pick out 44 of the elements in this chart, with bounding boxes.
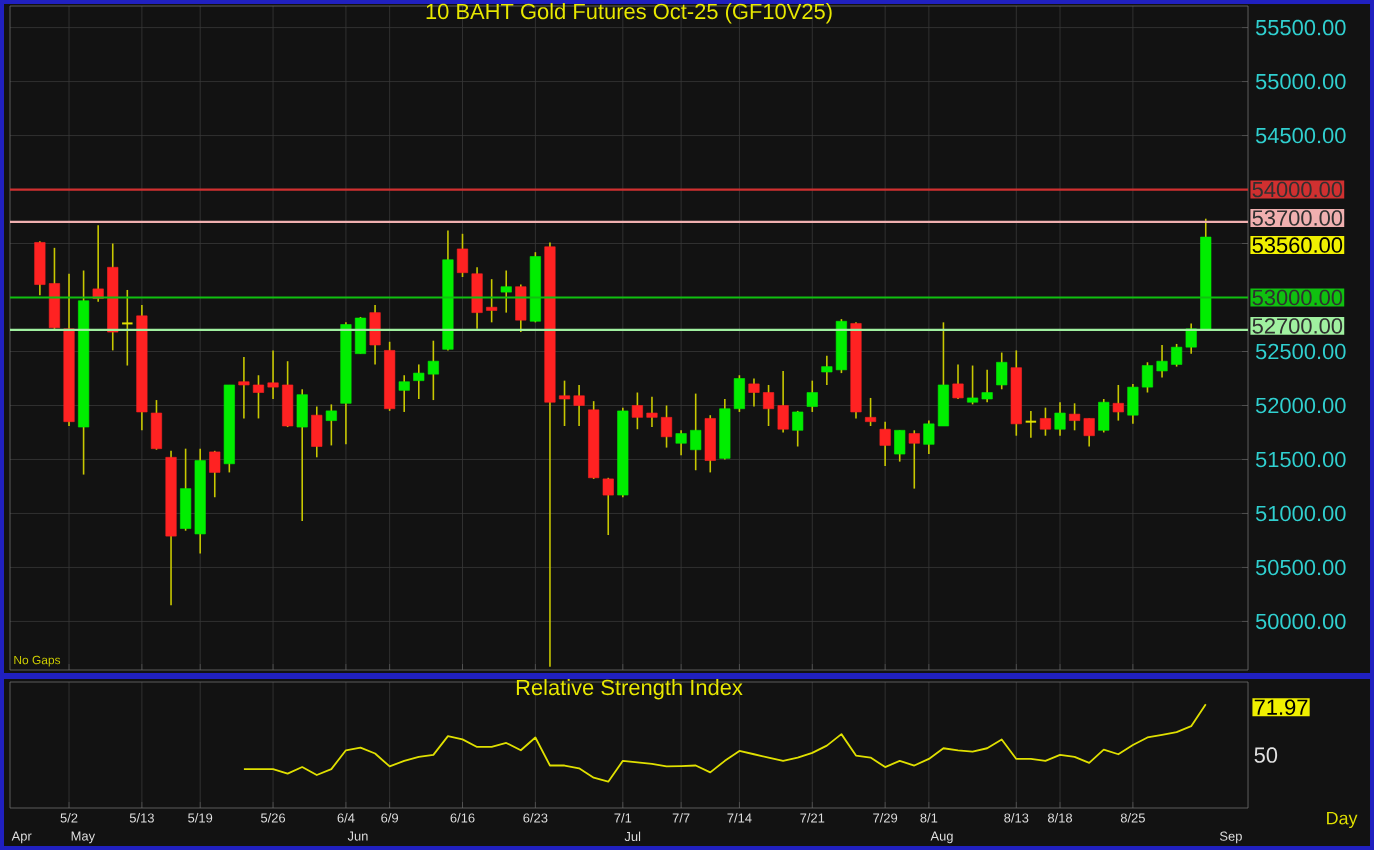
y-tick-label: 50500.00 [1255, 559, 1346, 576]
text: 53560.00 [1252, 237, 1343, 253]
candlestick [296, 388, 308, 522]
candlestick [704, 414, 716, 474]
ref-line-label: 53000.00 [1252, 289, 1343, 306]
candlestick [894, 429, 906, 463]
chart-title: 10 BAHT Gold Futures Oct-25 (GF10V25) [426, 3, 832, 24]
text: 50 [1254, 747, 1278, 763]
candlestick [515, 283, 527, 333]
ref-line-label: 53700.00 [1252, 210, 1343, 226]
candlestick [121, 289, 134, 367]
y-tick-label: 51500.00 [1255, 451, 1346, 468]
candlestick [806, 379, 818, 413]
candlestick [209, 450, 221, 499]
y-tick-label: 50000.00 [1255, 613, 1346, 630]
candlestick [1054, 401, 1066, 437]
candlestick [369, 304, 381, 366]
candlestick [456, 233, 469, 278]
y-tick-label: 51000.00 [1255, 505, 1346, 522]
text: Day [1327, 811, 1358, 829]
candlestick [865, 397, 877, 427]
candlestick [1098, 398, 1110, 434]
candlestick [908, 429, 920, 490]
candlestick [311, 405, 323, 459]
y-tick-label: 55000.00 [1255, 73, 1346, 90]
candlestick [1039, 406, 1051, 437]
text: 71.97 [1254, 699, 1308, 715]
candlestick [398, 374, 410, 413]
candlestick [325, 403, 337, 447]
candlestick [602, 477, 614, 536]
candlestick [996, 351, 1008, 391]
candlestick [500, 269, 512, 314]
y-tick-label: 52000.00 [1255, 397, 1346, 414]
y-tick-label: 54500.00 [1255, 127, 1346, 144]
candlestick [1024, 410, 1038, 439]
y-tick-label: 52500.00 [1255, 343, 1346, 360]
candlestick [1112, 384, 1124, 422]
y-tick-label: 55500.00 [1255, 19, 1346, 36]
candlestick [879, 420, 891, 467]
candlestick [792, 410, 804, 448]
chart-title: Relative Strength Index [516, 679, 743, 700]
candlestick [952, 363, 964, 400]
ref-line-label: 52700.00 [1252, 318, 1343, 334]
ref-line-label: 54000.00 [1252, 181, 1343, 198]
